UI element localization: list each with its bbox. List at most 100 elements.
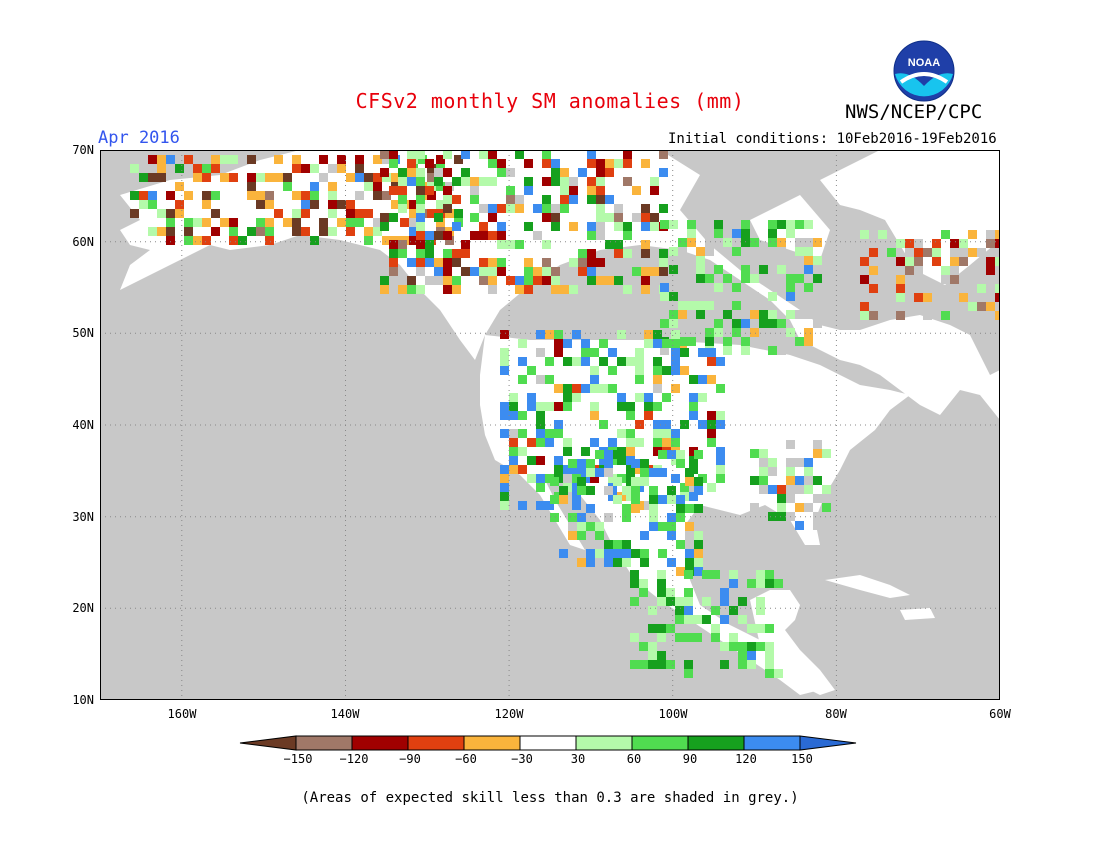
- anomaly-cell: [407, 276, 416, 285]
- anomaly-cell: [635, 438, 644, 447]
- anomaly-cell: [563, 438, 572, 447]
- anomaly-cell: [977, 284, 986, 293]
- anomaly-cell: [687, 229, 696, 238]
- anomaly-cell: [923, 311, 932, 320]
- anomaly-cell: [641, 204, 650, 213]
- anomaly-cell: [434, 168, 443, 177]
- colorbar-segment: [463, 735, 521, 751]
- anomaly-cell: [590, 384, 599, 393]
- anomaly-cell: [804, 220, 813, 229]
- anomaly-cell: [416, 231, 425, 240]
- anomaly-cell: [662, 366, 671, 375]
- anomaly-cell: [536, 348, 545, 357]
- anomaly-cell: [355, 155, 364, 164]
- anomaly-cell: [614, 204, 623, 213]
- anomaly-cell: [653, 357, 662, 366]
- anomaly-cell: [515, 240, 524, 249]
- anomaly-cell: [678, 310, 687, 319]
- anomaly-cell: [595, 549, 604, 558]
- anomaly-cell: [389, 240, 398, 249]
- anomaly-cell: [560, 177, 569, 186]
- anomaly-cell: [587, 222, 596, 231]
- anomaly-cell: [443, 276, 452, 285]
- anomaly-cell: [707, 357, 716, 366]
- anomaly-cell: [959, 257, 968, 266]
- anomaly-cell: [283, 218, 292, 227]
- anomaly-cell: [536, 402, 545, 411]
- anomaly-cell: [676, 540, 685, 549]
- anomaly-cell: [822, 494, 831, 503]
- anomaly-cell: [572, 357, 581, 366]
- anomaly-cell: [623, 159, 632, 168]
- anomaly-cell: [795, 292, 804, 301]
- anomaly-cell: [416, 150, 425, 159]
- anomaly-cell: [596, 213, 605, 222]
- anomaly-cell: [759, 319, 768, 328]
- anomaly-cell: [795, 458, 804, 467]
- anomaly-cell: [577, 477, 586, 486]
- anomaly-cell: [662, 420, 671, 429]
- anomaly-cell: [804, 337, 813, 346]
- anomaly-cell: [896, 266, 905, 275]
- anomaly-cell: [346, 218, 355, 227]
- anomaly-cell: [626, 438, 635, 447]
- anomaly-cell: [587, 186, 596, 195]
- anomaly-cell: [409, 227, 418, 236]
- anomaly-cell: [425, 276, 434, 285]
- anomaly-cell: [765, 642, 774, 651]
- anomaly-cell: [639, 660, 648, 669]
- anomaly-cell: [452, 222, 461, 231]
- anomaly-cell: [896, 275, 905, 284]
- anomaly-cell: [626, 447, 635, 456]
- anomaly-cell: [777, 346, 786, 355]
- anomaly-cell: [768, 346, 777, 355]
- anomaly-cell: [723, 238, 732, 247]
- anomaly-cell: [613, 477, 622, 486]
- anomaly-cell: [545, 402, 554, 411]
- anomaly-cell: [211, 164, 220, 173]
- anomaly-cell: [617, 357, 626, 366]
- anomaly-cell: [684, 615, 693, 624]
- anomaly-cell: [896, 302, 905, 311]
- anomaly-cell: [622, 540, 631, 549]
- anomaly-cell: [382, 236, 391, 245]
- anomaly-cell: [723, 310, 732, 319]
- anomaly-cell: [554, 330, 563, 339]
- anomaly-cell: [515, 285, 524, 294]
- anomaly-cell: [577, 459, 586, 468]
- anomaly-cell: [786, 283, 795, 292]
- anomaly-cell: [536, 438, 545, 447]
- lat-label: 40N: [72, 418, 94, 432]
- anomaly-cell: [685, 558, 694, 567]
- anomaly-cell: [869, 302, 878, 311]
- anomaly-cell: [148, 191, 157, 200]
- anomaly-cell: [714, 229, 723, 238]
- anomaly-cell: [500, 474, 509, 483]
- colorbar-label: 120: [735, 752, 757, 766]
- anomaly-cell: [436, 155, 445, 164]
- anomaly-cell: [509, 402, 518, 411]
- anomaly-cell: [653, 429, 662, 438]
- anomaly-cell: [614, 159, 623, 168]
- colorbar-label: 30: [570, 752, 586, 766]
- anomaly-cell: [184, 236, 193, 245]
- anomaly-cell: [738, 597, 747, 606]
- anomaly-cell: [622, 513, 631, 522]
- anomaly-cell: [409, 209, 418, 218]
- anomaly-cell: [599, 357, 608, 366]
- anomaly-cell: [524, 258, 533, 267]
- anomaly-cell: [416, 195, 425, 204]
- anomaly-cell: [461, 267, 470, 276]
- anomaly-cell: [707, 483, 716, 492]
- anomaly-cell: [804, 265, 813, 274]
- anomaly-cell: [605, 159, 614, 168]
- anomaly-cell: [720, 660, 729, 669]
- colorbar-segment: [295, 735, 353, 751]
- anomaly-cell: [635, 366, 644, 375]
- anomaly-cell: [407, 177, 416, 186]
- anomaly-cell: [470, 267, 479, 276]
- anomaly-cell: [750, 328, 759, 337]
- anomaly-cell: [569, 258, 578, 267]
- anomaly-cell: [662, 438, 671, 447]
- anomaly-cell: [443, 231, 452, 240]
